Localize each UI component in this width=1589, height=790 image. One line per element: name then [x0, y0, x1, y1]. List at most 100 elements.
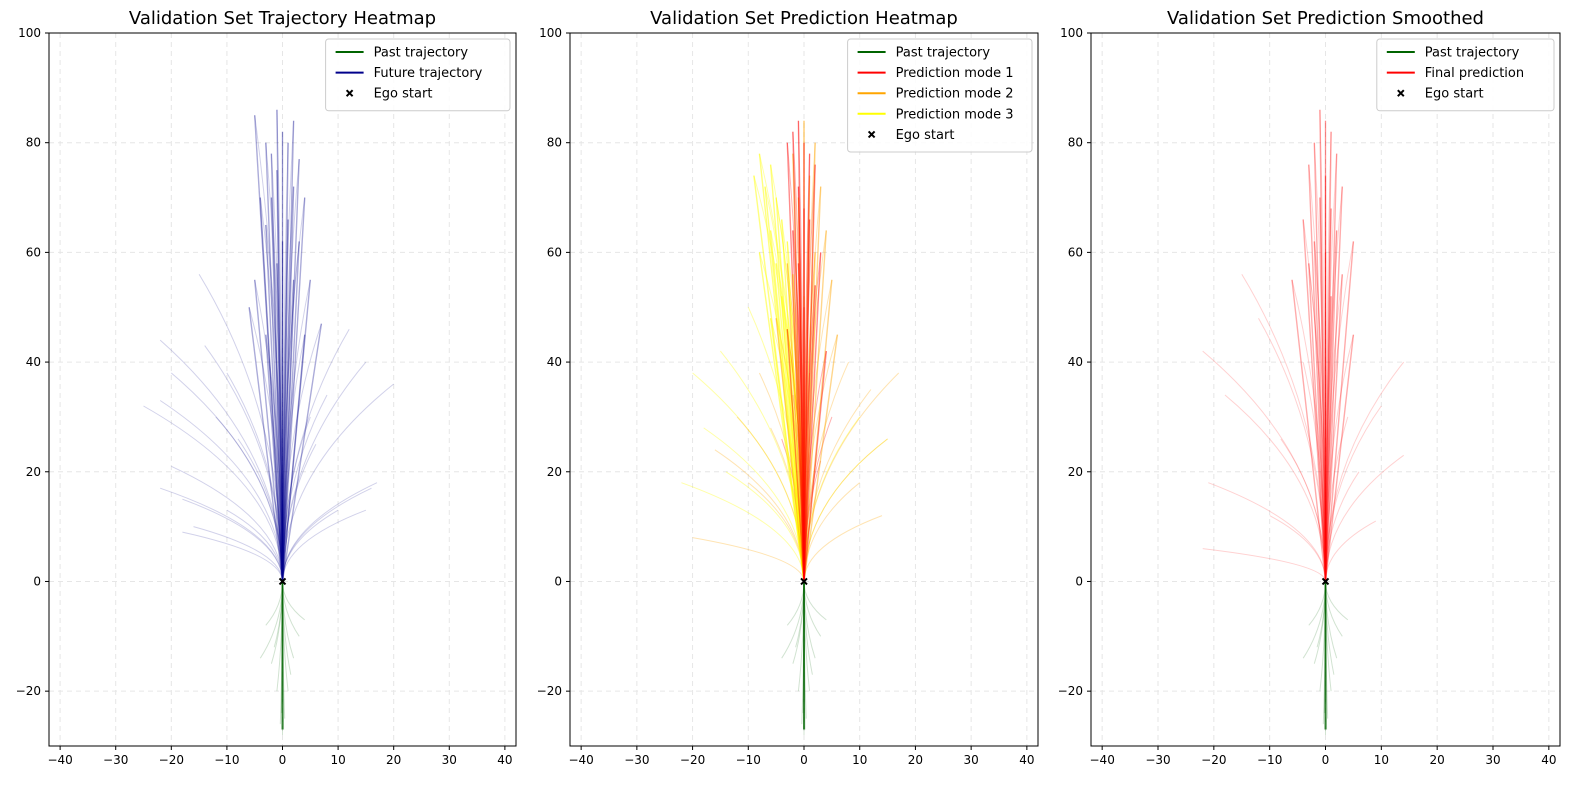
- trajectory-line: [276, 263, 284, 582]
- legend-swatch: [1397, 89, 1405, 97]
- x-tick-label: −20: [1201, 753, 1226, 767]
- ego-start-stroke: [1321, 577, 1330, 586]
- legend-item: Ego start: [867, 128, 954, 143]
- trajectory-line: [786, 142, 805, 582]
- legend-item: Final prediction: [1386, 66, 1524, 81]
- trajectory-line: [1313, 241, 1326, 582]
- trajectory-line: [282, 186, 295, 582]
- trajectory-line: [270, 197, 283, 582]
- trajectory-line: [1324, 131, 1332, 582]
- trajectory-line: [281, 219, 289, 582]
- trajectory-line: [282, 361, 367, 582]
- y-tick-label: 20: [1068, 465, 1083, 479]
- trajectory-line: [254, 279, 284, 582]
- trajectory-line: [797, 120, 805, 582]
- legend: Past trajectory Final prediction Ego start: [1376, 38, 1555, 112]
- trajectory-line: [282, 509, 367, 582]
- trajectory-line: [282, 487, 372, 582]
- trajectory-line: [276, 170, 284, 582]
- trajectory-line: [282, 120, 295, 582]
- trajectory-line: [259, 197, 283, 582]
- trajectory-line: [281, 279, 295, 582]
- trajectory-line: [786, 329, 805, 582]
- trajectory-line: [265, 334, 283, 582]
- trajectory-line: [797, 197, 805, 582]
- trajectory-line: [276, 109, 283, 582]
- trajectory-line: [1269, 515, 1326, 582]
- y-tick-label: −20: [537, 684, 562, 698]
- trajectory-line: [182, 531, 283, 582]
- trajectory-line: [786, 142, 805, 582]
- legend-label: Prediction mode 3: [896, 107, 1014, 122]
- trajectory-line: [797, 120, 805, 582]
- trajectory-line: [803, 279, 833, 582]
- legend-item: Prediction mode 1: [857, 66, 1014, 81]
- y-tick-label: −20: [1058, 684, 1083, 698]
- trajectory-line: [1325, 520, 1377, 582]
- ego-start-stroke: [278, 577, 287, 586]
- x-tick-label: 20: [908, 753, 923, 767]
- trajectory-line: [1324, 274, 1343, 582]
- x-tick-label: 20: [1430, 753, 1445, 767]
- trajectory-line: [282, 159, 300, 582]
- trajectory-line: [171, 465, 283, 582]
- trajectory-line: [792, 153, 805, 582]
- x-tick-label: −10: [736, 753, 761, 767]
- y-tick-label: 0: [33, 574, 41, 588]
- trajectory-line: [786, 263, 805, 582]
- legend: Past trajectory Future trajectory Ego star…: [325, 38, 511, 112]
- y-tick-label: 60: [547, 245, 562, 259]
- trajectory-line: [803, 515, 883, 582]
- trajectory-line: [803, 142, 816, 582]
- ego-start-marker: [1321, 577, 1330, 586]
- trajectory-line: [254, 115, 283, 582]
- trajectory-line: [282, 219, 289, 582]
- trajectory-line: [282, 416, 311, 582]
- y-tick-label: 100: [1060, 26, 1083, 40]
- legend-item: Past trajectory: [335, 46, 468, 61]
- trajectory-line: [803, 230, 827, 582]
- trajectory-line: [1241, 274, 1326, 582]
- trajectory-line: [792, 131, 805, 582]
- trajectory-line: [1325, 334, 1354, 582]
- trajectory-line: [1313, 241, 1327, 582]
- trajectory-line: [803, 285, 816, 582]
- trajectory-line: [281, 120, 295, 582]
- x-tick-label: 30: [964, 753, 979, 767]
- ego-start-stroke: [800, 577, 808, 586]
- trajectory-line: [1313, 142, 1327, 582]
- legend-label: Past trajectory: [1425, 46, 1520, 61]
- y-tick-label: 20: [26, 465, 41, 479]
- trajectory-line: [282, 509, 339, 582]
- trajectory-line: [1280, 438, 1326, 582]
- trajectory-line: [1302, 219, 1326, 582]
- trajectory-line: [282, 279, 311, 582]
- y-tick-label: 20: [547, 465, 562, 479]
- trajectory-line: [792, 230, 805, 582]
- x-tick-label: −40: [47, 753, 72, 767]
- trajectory-line: [282, 394, 328, 582]
- trajectory-line: [803, 175, 811, 582]
- trajectory-line: [1258, 317, 1326, 582]
- legend-label: Past trajectory: [896, 46, 991, 61]
- trajectory-line: [803, 230, 827, 582]
- trajectory-line: [803, 334, 838, 582]
- trajectory-line: [281, 159, 300, 582]
- trajectory-line: [786, 241, 805, 582]
- series-future-trajectory: [143, 109, 395, 582]
- trajectory-line: [281, 279, 311, 582]
- trajectory-line: [797, 186, 805, 582]
- trajectory-line: [276, 109, 284, 582]
- trajectory-line: [803, 252, 816, 582]
- trajectory-line: [797, 197, 805, 582]
- trajectory-line: [1325, 230, 1338, 582]
- legend-item: Future trajectory: [335, 66, 483, 81]
- trajectory-line: [237, 438, 283, 582]
- x-tick-label: −30: [624, 753, 649, 767]
- legend-item: Past trajectory: [1386, 46, 1520, 61]
- trajectory-line: [792, 274, 805, 582]
- trajectory-line: [786, 329, 805, 582]
- x-tick-label: −40: [568, 753, 593, 767]
- x-tick-label: 30: [442, 753, 457, 767]
- x-tick-label: 10: [1374, 753, 1389, 767]
